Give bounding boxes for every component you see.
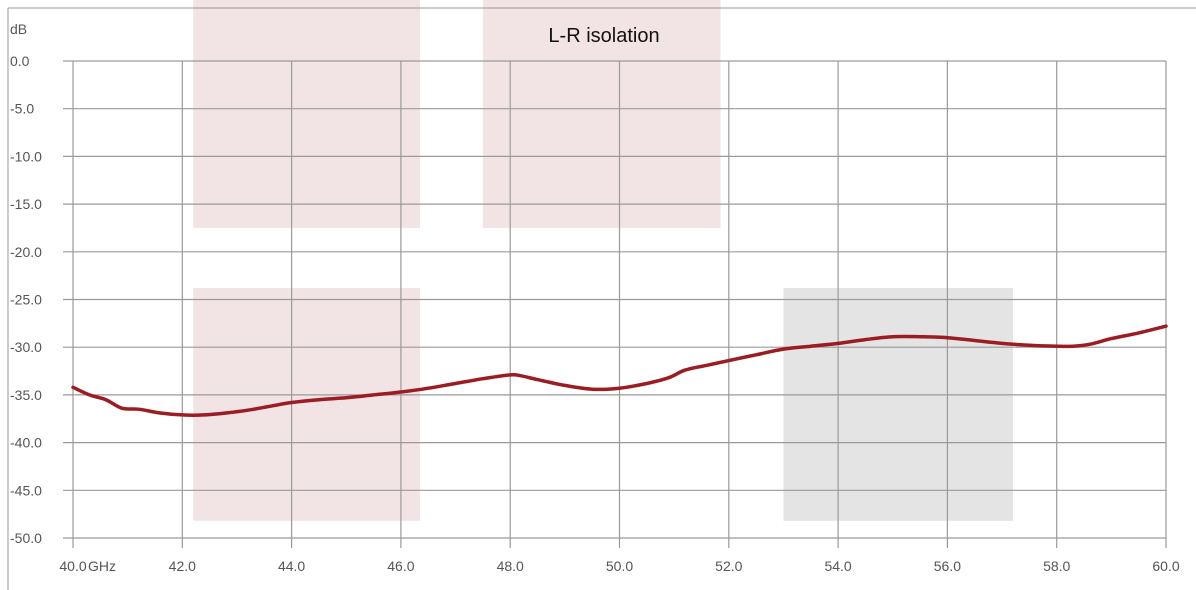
gridlines — [63, 60, 1167, 548]
shaded-region-4 — [783, 288, 1013, 521]
x-tick-label: 50.0 — [606, 558, 633, 574]
series-line-1 — [71, 324, 1168, 417]
y-tick-label: -20.0 — [10, 244, 42, 260]
y-tick-label: -35.0 — [10, 387, 42, 403]
shaded-region-1 — [193, 0, 421, 228]
series-layer — [71, 324, 1168, 417]
y-tick-label: -25.0 — [10, 292, 42, 308]
y-tick-label: -40.0 — [10, 435, 42, 451]
x-tick-label: 48.0 — [497, 558, 524, 574]
tick-labels: 0.0 -5.0 -10.0 -15.0 -20.0 -25.0 -30.0 -35.0 -40… — [10, 53, 1180, 574]
chart-title: L-R isolation — [548, 25, 659, 47]
y-tick-label: -45.0 — [10, 482, 42, 498]
shaded-region-2 — [482, 0, 721, 228]
y-tick-label: -10.0 — [10, 148, 42, 164]
y-tick-label: -5.0 — [10, 101, 34, 117]
x-axis-label: GHz — [88, 558, 116, 574]
x-tick-label: 54.0 — [824, 558, 851, 574]
y-tick-label: -50.0 — [10, 530, 42, 546]
y-tick-label: -15.0 — [10, 196, 42, 212]
y-tick-label: 0.0 — [10, 53, 30, 69]
shaded-region-3 — [193, 288, 421, 521]
x-tick-label: 58.0 — [1043, 558, 1070, 574]
x-tick-label: 52.0 — [715, 558, 742, 574]
x-tick-label: 40.0 — [59, 558, 86, 574]
x-tick-label: 60.0 — [1152, 558, 1179, 574]
y-tick-label: -30.0 — [10, 339, 42, 355]
x-tick-label: 56.0 — [934, 558, 961, 574]
x-tick-label: 44.0 — [278, 558, 305, 574]
x-tick-label: 46.0 — [387, 558, 414, 574]
y-axis-label: dB — [10, 21, 27, 37]
x-tick-label: 42.0 — [169, 558, 196, 574]
shaded-regions — [193, 0, 1013, 521]
